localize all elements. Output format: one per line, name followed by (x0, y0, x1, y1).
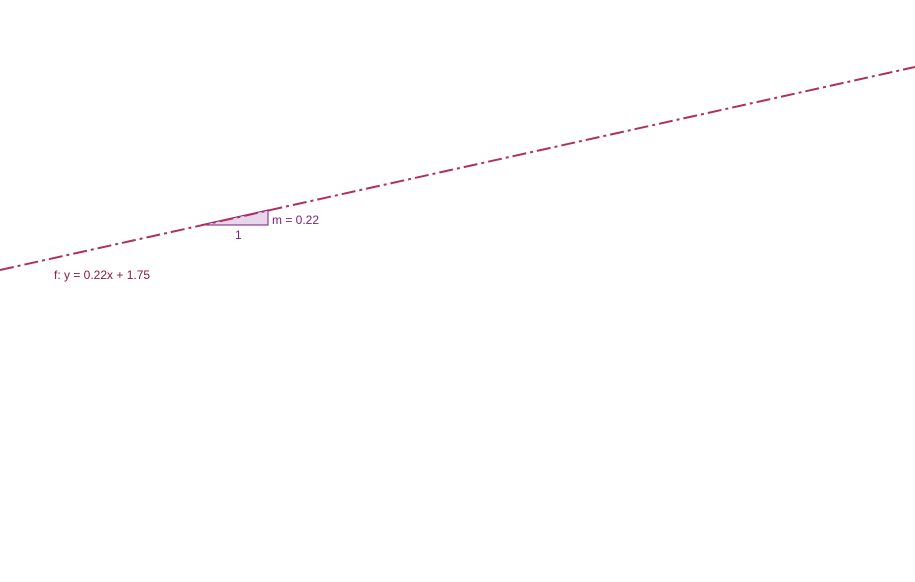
slope-triangle[interactable] (200, 209, 269, 226)
line-equation-label[interactable]: f: y = 0.22x + 1.75 (54, 268, 150, 282)
slope-label[interactable]: m = 0.22 (272, 213, 319, 227)
run-label[interactable]: 1 (235, 228, 242, 242)
line-f[interactable] (0, 66, 915, 271)
